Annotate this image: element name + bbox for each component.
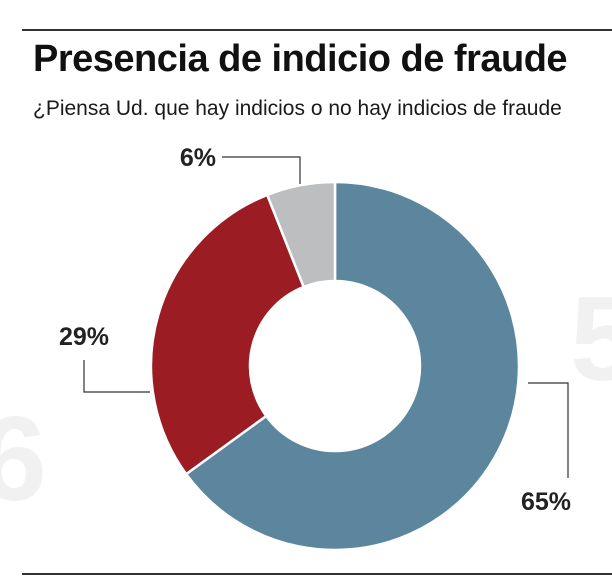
leader-line-6-percent xyxy=(222,156,301,184)
leader-lines xyxy=(83,156,569,478)
leader-line-65-percent xyxy=(528,382,569,478)
background-watermark: 6 5 xyxy=(0,272,612,526)
chart-subtitle: ¿Piensa Ud. que hay indicios o no hay in… xyxy=(33,97,562,120)
donut-slice-65-percent xyxy=(184,180,521,552)
chart-title: Presencia de indicio de fraude xyxy=(33,38,568,80)
watermark-glyph-left: 6 xyxy=(0,392,47,526)
top-rule xyxy=(22,29,612,31)
slice-labels: 65% 29% 6% xyxy=(59,144,571,516)
donut-slice-6-percent xyxy=(265,180,337,289)
leader-line-29-percent xyxy=(83,360,150,393)
bottom-rule xyxy=(22,573,612,575)
slice-label-29-percent: 29% xyxy=(59,323,109,351)
watermark-glyph-right: 5 xyxy=(570,272,612,406)
donut-slice-29-percent xyxy=(149,193,306,476)
donut-slices xyxy=(149,180,521,552)
slice-label-65-percent: 65% xyxy=(521,488,571,516)
slice-label-6-percent: 6% xyxy=(180,144,216,172)
